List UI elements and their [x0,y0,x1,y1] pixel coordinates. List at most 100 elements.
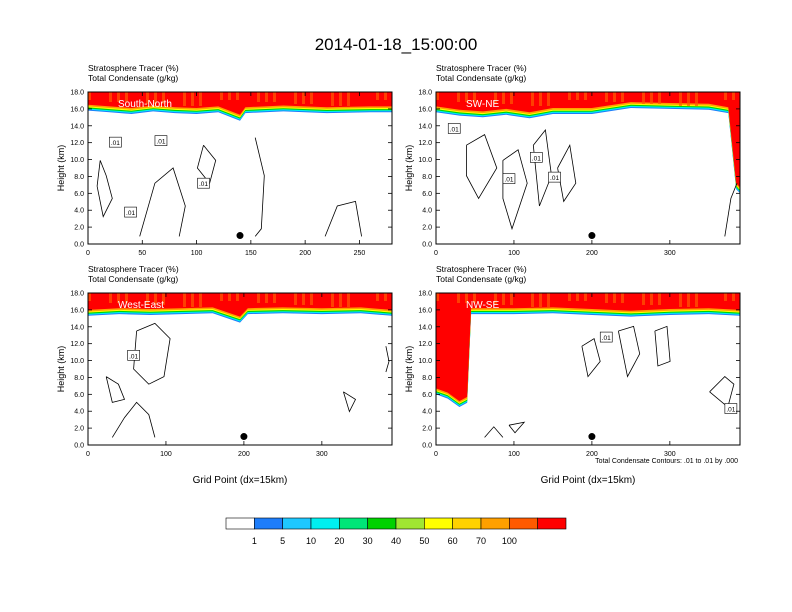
tracer-streak [294,92,297,104]
tracer-streak [658,92,661,104]
tracer-streak [236,92,239,100]
colorbar-swatch [254,517,283,530]
y-tick-label: 8.0 [74,174,84,181]
tracer-streak [154,293,157,305]
contour-label: .01 [199,181,208,188]
tracer-streak [302,92,305,104]
contour-label: .01 [532,155,541,162]
tracer-streak [310,293,313,305]
colorbar-swatch [452,517,482,530]
y-tick-label: 14.0 [418,324,432,331]
contour-label-box [154,135,168,146]
tracer-streak [220,92,223,100]
y-tick-label: 16.0 [70,307,84,314]
location-marker [240,433,248,441]
tracer-streak [502,293,505,305]
colorbar-label: 100 [502,536,517,546]
tracer-streak [613,293,616,303]
contour-label: .01 [126,210,135,217]
plot-frame [435,91,741,245]
panel-title-condensate: Total Condensate (g/kg) [88,73,178,83]
panel-title-tracer: Stratosphere Tracer (%) [436,63,527,73]
condensate-contour [557,143,577,203]
tracer-streak [539,293,542,307]
chart-panel-sw-ne: .01 .01 .01 .01 SW-NE 0.0 2.0 4.0 6.0 8.0 10.0 12.0… [404,63,741,257]
colorbar-swatch [537,517,567,530]
tracer-streak [494,293,497,305]
contour-label-box [530,152,543,163]
tracer-streak [465,92,468,102]
y-tick-label: 4.0 [74,208,84,215]
y-tick-label: 6.0 [74,392,84,399]
tracer-streak [732,92,735,100]
x-tick-label: 250 [354,250,366,257]
tracer-streak [88,92,91,100]
tracer-streak [465,293,468,303]
tracer-streak [257,92,260,102]
contour-label-box [502,173,516,184]
y-axis-label: Height (km) [56,145,66,192]
tracer-streak [473,92,476,102]
condensate-contour [466,134,498,200]
tracer-streak [539,92,542,106]
tracer-streak [547,92,550,106]
y-tick-label: 0.0 [74,242,84,249]
tracer-streak [146,293,149,305]
y-tick-label: 14.0 [70,324,84,331]
colorbar-swatch [339,517,368,530]
tracer-streak [347,293,350,307]
tracer-streak [436,92,439,100]
y-tick-label: 2.0 [74,426,84,433]
tracer-streak [457,293,460,303]
colorbar-swatch [509,517,538,530]
tracer-streak [220,293,223,301]
panel-label: SW-NE [466,99,499,110]
tracer-streak [236,293,239,301]
colorbar-label: 30 [363,536,373,546]
contour-label: .01 [504,177,513,184]
contour-label: .01 [129,353,138,360]
panel-title-tracer: Stratosphere Tracer (%) [88,264,179,274]
tracer-streak [384,293,387,301]
y-tick-label: 0.0 [74,443,84,450]
y-tick-label: 0.0 [422,443,432,450]
condensate-contour [324,200,362,237]
panel-title-condensate: Total Condensate (g/kg) [436,73,526,83]
contour-footnote: Total Condensate Contours: .01 to .01 by… [595,458,738,465]
condensate-contour [581,337,601,378]
tracer-streak [531,92,534,106]
condensate-contour [343,391,357,413]
colorbar-swatch [367,517,397,530]
colorbar-swatch [282,517,312,530]
tracer-streak [199,92,202,106]
tracer-streak [273,293,276,303]
x-tick-label: 0 [434,451,438,458]
contour-label-box [197,177,210,189]
y-tick-label: 18.0 [418,90,432,97]
tracer-streak [568,293,571,301]
plot-area [436,293,740,445]
tracer-streak [376,92,379,100]
y-tick-label: 6.0 [422,392,432,399]
contour-label: .01 [450,126,459,133]
x-tick-label: 300 [664,451,676,458]
panel-label: NW-SE [466,300,499,311]
tracer-streak [605,92,608,102]
y-tick-label: 14.0 [418,123,432,130]
tracer-band [436,293,740,402]
y-tick-label: 2.0 [422,426,432,433]
tracer-streak [695,92,698,106]
tracer-streak [642,293,645,305]
tracer-streak [621,293,624,303]
x-tick-label: 0 [86,451,90,458]
y-tick-label: 6.0 [74,191,84,198]
tracer-streak [510,92,513,104]
tracer-streak [547,293,550,307]
tracer-streak [191,92,194,106]
x-tick-label: 200 [299,250,311,257]
colorbar: 1 5 10 20 30 40 50 60 70 100 [225,517,567,546]
tracer-streak [376,293,379,301]
tracer-streak [199,293,202,307]
panel-title-tracer: Stratosphere Tracer (%) [436,264,527,274]
y-axis-label: Height (km) [404,145,414,192]
